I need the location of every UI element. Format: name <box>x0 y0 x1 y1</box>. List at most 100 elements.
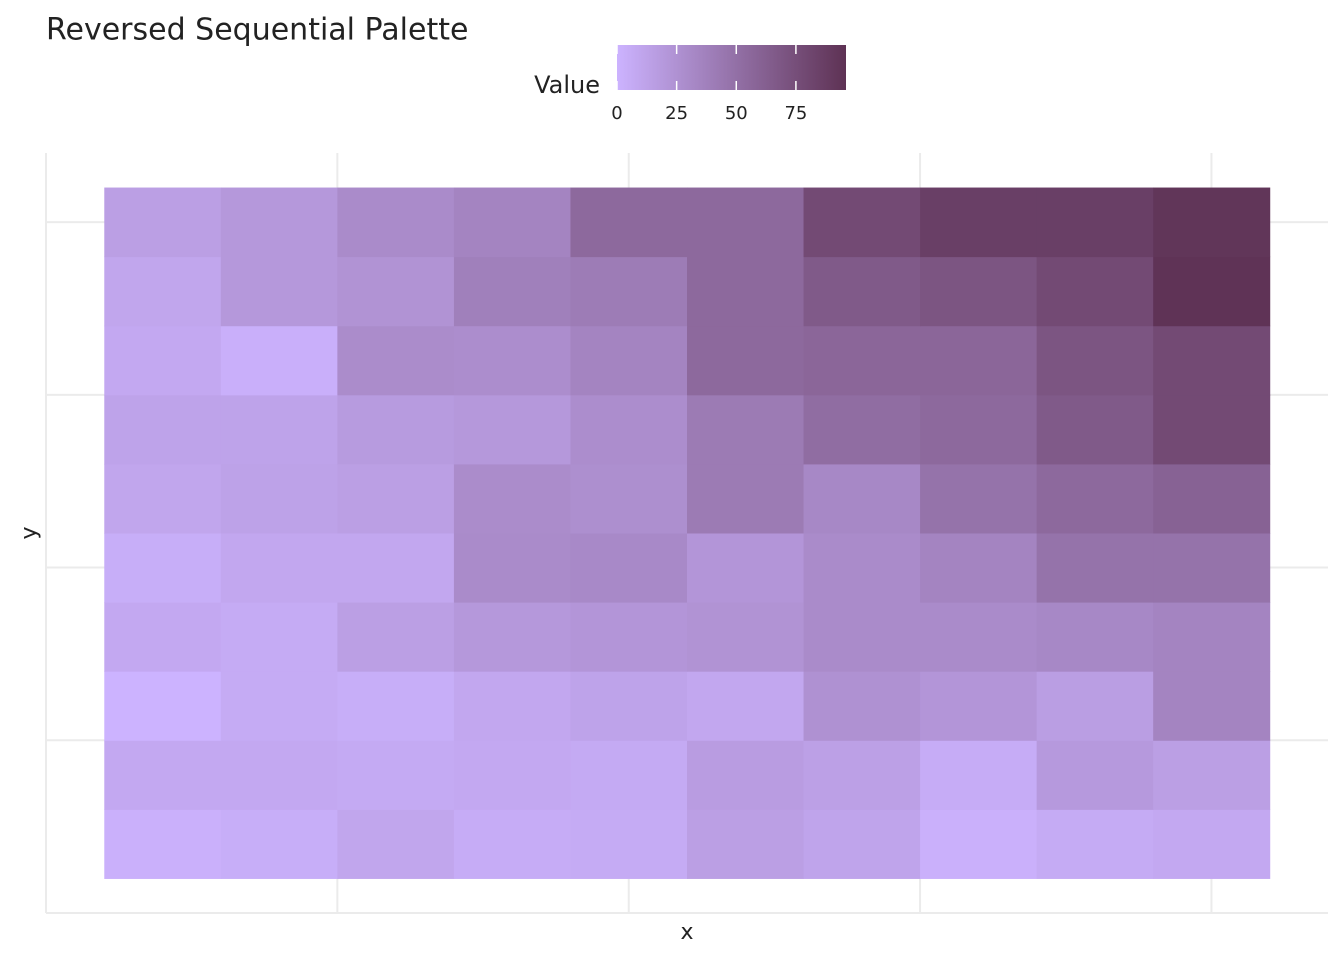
heatmap-cell <box>687 394 805 465</box>
heatmap-cell <box>803 394 921 465</box>
heatmap-cell <box>453 463 571 534</box>
heatmap-cell <box>803 187 921 258</box>
heatmap-cell <box>570 740 688 810</box>
heatmap-cell <box>453 602 571 672</box>
heatmap-cell <box>453 187 571 258</box>
heatmap-cell <box>570 533 688 603</box>
heatmap-cell <box>570 463 688 534</box>
heatmap-cell <box>570 602 688 672</box>
heatmap-cell <box>104 671 222 741</box>
heatmap-cell <box>687 809 805 879</box>
heatmap-cell <box>803 809 921 879</box>
heatmap-cell <box>570 394 688 465</box>
heatmap-cell <box>803 325 921 396</box>
heatmap-cell <box>920 740 1038 810</box>
heatmap-cell <box>453 256 571 327</box>
heatmap-cell <box>1153 463 1271 534</box>
heatmap-cell <box>920 602 1038 672</box>
heatmap-cell <box>337 602 455 672</box>
heatmap-cell <box>1153 740 1271 810</box>
heatmap-cell <box>453 740 571 810</box>
heatmap-cell <box>104 256 222 327</box>
heatmap-cell <box>1036 602 1154 672</box>
heatmap-cell <box>570 325 688 396</box>
heatmap-cell <box>687 533 805 603</box>
heatmap-cell <box>220 809 338 879</box>
heatmap-cell <box>687 602 805 672</box>
heatmap-cell <box>803 463 921 534</box>
heatmap-cell <box>803 602 921 672</box>
heatmap-cell <box>1153 394 1271 465</box>
heatmap-cell <box>1153 187 1271 258</box>
heatmap-cell <box>1036 187 1154 258</box>
heatmap-cell <box>920 256 1038 327</box>
heatmap-cell <box>687 325 805 396</box>
heatmap-cell <box>1153 533 1271 603</box>
heatmap-cell <box>920 463 1038 534</box>
heatmap-cell <box>1036 671 1154 741</box>
heatmap-cell <box>337 394 455 465</box>
colorbar-tick-label: 50 <box>725 103 748 124</box>
heatmap-cell <box>570 671 688 741</box>
heatmap-cell <box>453 671 571 741</box>
heatmap-cell <box>104 602 222 672</box>
heatmap-cell <box>104 325 222 396</box>
heatmap-cell <box>1153 671 1271 741</box>
heatmap-cell <box>337 463 455 534</box>
heatmap-cell <box>1036 394 1154 465</box>
heatmap-cell <box>687 740 805 810</box>
heatmap-cell <box>220 740 338 810</box>
heatmap-cell <box>453 809 571 879</box>
heatmap-cell <box>687 187 805 258</box>
heatmap-cell <box>570 187 688 258</box>
heatmap-cell <box>220 671 338 741</box>
heatmap-cell <box>1036 809 1154 879</box>
colorbar-tick-label: 25 <box>665 103 688 124</box>
heatmap-cell <box>104 463 222 534</box>
heatmap-cell <box>337 325 455 396</box>
heatmap-cell <box>104 533 222 603</box>
heatmap-cell <box>337 740 455 810</box>
heatmap-cell <box>687 671 805 741</box>
heatmap-cell <box>104 394 222 465</box>
colorbar <box>617 45 846 90</box>
colorbar-tick-label: 75 <box>784 103 807 124</box>
heatmap-cell <box>1036 325 1154 396</box>
heatmap-cell <box>337 533 455 603</box>
heatmap-cell <box>1153 256 1271 327</box>
heatmap-cell <box>803 533 921 603</box>
heatmap-cell <box>453 394 571 465</box>
legend-title: Value <box>534 71 600 99</box>
heatmap-cell <box>337 256 455 327</box>
heatmap-cell <box>1036 533 1154 603</box>
colorbar-tick-label: 0 <box>611 103 622 124</box>
heatmap-cell <box>920 325 1038 396</box>
heatmap-cell <box>1153 325 1271 396</box>
heatmap-cell <box>1036 256 1154 327</box>
heatmap-cell <box>337 187 455 258</box>
heatmap-cell <box>220 325 338 396</box>
heatmap-cell <box>803 671 921 741</box>
heatmap-cell <box>1153 809 1271 879</box>
heatmap-cell <box>1036 463 1154 534</box>
heatmap-cell <box>220 187 338 258</box>
heatmap-cell <box>920 671 1038 741</box>
chart-title: Reversed Sequential Palette <box>46 13 468 48</box>
heatmap-cell <box>920 187 1038 258</box>
heatmap-cell <box>570 256 688 327</box>
heatmap-cell <box>220 602 338 672</box>
heatmap-cell <box>220 533 338 603</box>
heatmap-cell <box>104 809 222 879</box>
heatmap-cell <box>337 809 455 879</box>
heatmap-cell <box>220 463 338 534</box>
heatmap-cell <box>453 533 571 603</box>
heatmap-cell <box>920 394 1038 465</box>
y-axis-label: y <box>17 526 42 539</box>
heatmap-cell <box>803 740 921 810</box>
heatmap-cell <box>104 187 222 258</box>
heatmap-cell <box>220 394 338 465</box>
heatmap-cell <box>104 740 222 810</box>
heatmap-cell <box>687 463 805 534</box>
heatmap-cell <box>337 671 455 741</box>
heatmap-cell <box>570 809 688 879</box>
